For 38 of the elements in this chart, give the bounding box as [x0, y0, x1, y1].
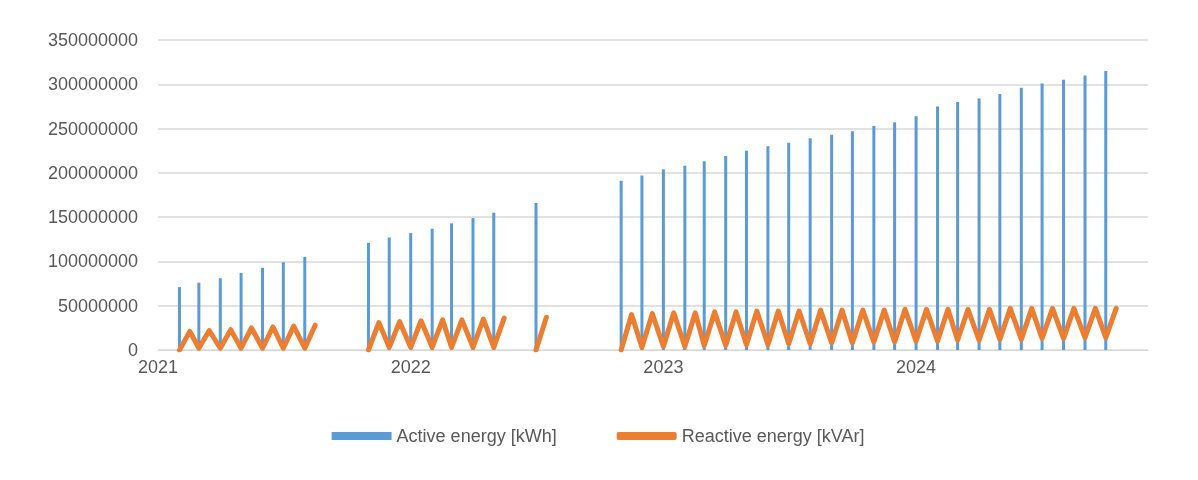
bar [977, 98, 981, 350]
bar [1040, 83, 1044, 350]
y-tick-label: 100000000 [47, 251, 138, 272]
bar [998, 94, 1002, 350]
bar [724, 156, 728, 350]
x-tick-label: 2022 [390, 357, 431, 377]
bar [850, 131, 854, 350]
bar [1104, 71, 1108, 350]
bar [471, 218, 475, 350]
bar [683, 165, 687, 350]
bar [702, 161, 706, 350]
bar [830, 134, 834, 350]
bar [787, 142, 791, 350]
bar [808, 138, 812, 350]
x-tick-label: 2021 [137, 357, 179, 377]
legend-label: Reactive energy [kVAr] [681, 426, 865, 446]
x-tick-label: 2024 [896, 357, 937, 377]
y-tick-label: 350000000 [47, 30, 138, 50]
y-tick-label: 200000000 [47, 162, 138, 183]
y-tick-label: 250000000 [47, 118, 138, 139]
bar [661, 169, 665, 350]
bar [1019, 87, 1023, 350]
y-tick-label: 150000000 [47, 207, 138, 228]
bar [766, 146, 770, 350]
bar [956, 102, 960, 350]
bar [744, 150, 748, 350]
y-tick-label: 0 [127, 340, 138, 360]
y-tick-label: 300000000 [47, 74, 138, 95]
bar [914, 116, 918, 350]
bar [177, 287, 181, 350]
legend-label: Active energy [kWh] [396, 426, 557, 446]
bar [1083, 75, 1087, 350]
y-tick-label: 50000000 [57, 295, 138, 316]
bar [893, 122, 897, 350]
bar [1062, 79, 1066, 350]
bar [936, 106, 940, 350]
x-tick-label: 2023 [643, 357, 684, 377]
bar [872, 125, 876, 350]
